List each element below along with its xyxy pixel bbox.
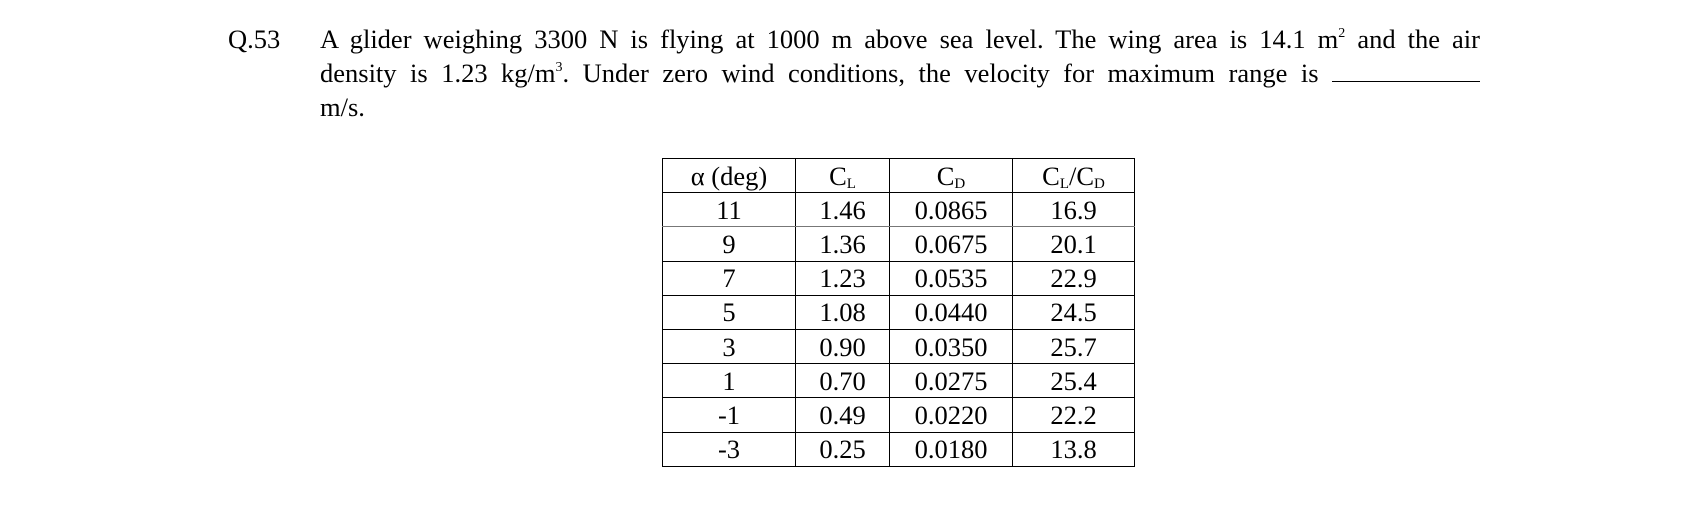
table-row: 1 0.70 0.0275 25.4 [662, 363, 1135, 399]
superscript-2: 2 [1338, 26, 1346, 41]
table-row: 9 1.36 0.0675 20.1 [662, 226, 1135, 262]
header-ratio-sub-l: L [1059, 175, 1069, 192]
table-row: 11 1.46 0.0865 16.9 [662, 192, 1135, 228]
cell-alpha: -3 [662, 431, 796, 467]
table-row: -3 0.25 0.0180 13.8 [662, 431, 1135, 467]
cell-cd: 0.0275 [889, 363, 1013, 399]
cell-alpha: 9 [662, 226, 796, 262]
table-row: 3 0.90 0.0350 25.7 [662, 328, 1135, 365]
cell-cl-cd: 22.2 [1012, 397, 1135, 433]
question-line-1-end: and the air [1345, 24, 1480, 54]
cell-cl-cd: 20.1 [1012, 226, 1135, 262]
cell-alpha: 5 [662, 294, 796, 330]
cell-alpha: 11 [662, 192, 796, 228]
header-cl-cd: CL/CD [1012, 157, 1135, 194]
cell-cd: 0.0865 [889, 192, 1013, 228]
cell-cl-cd: 22.9 [1012, 260, 1135, 296]
cell-cl: 0.49 [795, 397, 890, 433]
cell-cd: 0.0180 [889, 431, 1013, 467]
cell-alpha: 3 [662, 328, 796, 365]
question-number: Q.53 [228, 24, 281, 54]
cell-cd: 0.0675 [889, 226, 1013, 262]
header-cd-main: C [936, 160, 955, 191]
cell-cl: 1.23 [795, 260, 890, 296]
table-row: -1 0.49 0.0220 22.2 [662, 397, 1135, 433]
table-row: 5 1.08 0.0440 24.5 [662, 294, 1135, 330]
header-ratio-main: C [1042, 160, 1060, 191]
cell-cl-cd: 13.8 [1012, 431, 1135, 467]
superscript-3: 3 [555, 60, 563, 75]
question-line-1-text: A glider weighing 3300 N is flying at 10… [320, 24, 1339, 54]
cell-cd: 0.0440 [889, 294, 1013, 330]
header-cd: CD [889, 157, 1013, 194]
cell-alpha: -1 [662, 397, 796, 433]
aero-coefficients-table: α (deg) CL CD CL/CD 11 1.46 0.0865 16.9 … [662, 157, 1135, 467]
cell-cl-cd: 25.7 [1012, 328, 1135, 365]
header-cl-sub: L [846, 175, 856, 192]
cell-cl: 1.46 [795, 192, 890, 228]
cell-cl-cd: 25.4 [1012, 363, 1135, 399]
answer-blank [1332, 61, 1481, 82]
cell-cl: 1.36 [795, 226, 890, 262]
cell-cl: 0.25 [795, 431, 890, 467]
question-line-2: density is 1.23 kg/m3. Under zero wind c… [320, 56, 1481, 90]
cell-cl: 0.90 [795, 328, 890, 365]
header-cl-main: C [829, 160, 847, 191]
header-ratio-mid: /C [1068, 160, 1095, 191]
cell-cl-cd: 16.9 [1012, 192, 1135, 228]
question-text: A glider weighing 3300 N is flying at 10… [320, 22, 1481, 124]
cell-alpha: 7 [662, 260, 796, 296]
header-alpha: α (deg) [662, 157, 796, 194]
question-line-2-end: . Under zero wind conditions, the veloci… [562, 58, 1319, 88]
question-line-1: A glider weighing 3300 N is flying at 10… [320, 22, 1480, 56]
cell-cl: 1.08 [795, 294, 890, 330]
cell-cl: 0.70 [795, 363, 890, 399]
question-line-2-text: density is 1.23 kg/m [320, 58, 556, 88]
header-ratio-sub-d: D [1094, 175, 1105, 192]
table-row: 7 1.23 0.0535 22.9 [662, 260, 1135, 296]
cell-cd: 0.0350 [889, 328, 1013, 365]
question-line-3: m/s. [320, 92, 365, 122]
cell-cd: 0.0220 [889, 397, 1013, 433]
header-cd-sub: D [954, 175, 966, 192]
cell-cl-cd: 24.5 [1012, 294, 1135, 330]
header-alpha-label: α (deg) [690, 160, 768, 191]
header-cl: CL [795, 157, 890, 194]
cell-alpha: 1 [662, 363, 796, 399]
table-header-row: α (deg) CL CD CL/CD [662, 157, 1135, 194]
cell-cd: 0.0535 [889, 260, 1013, 296]
